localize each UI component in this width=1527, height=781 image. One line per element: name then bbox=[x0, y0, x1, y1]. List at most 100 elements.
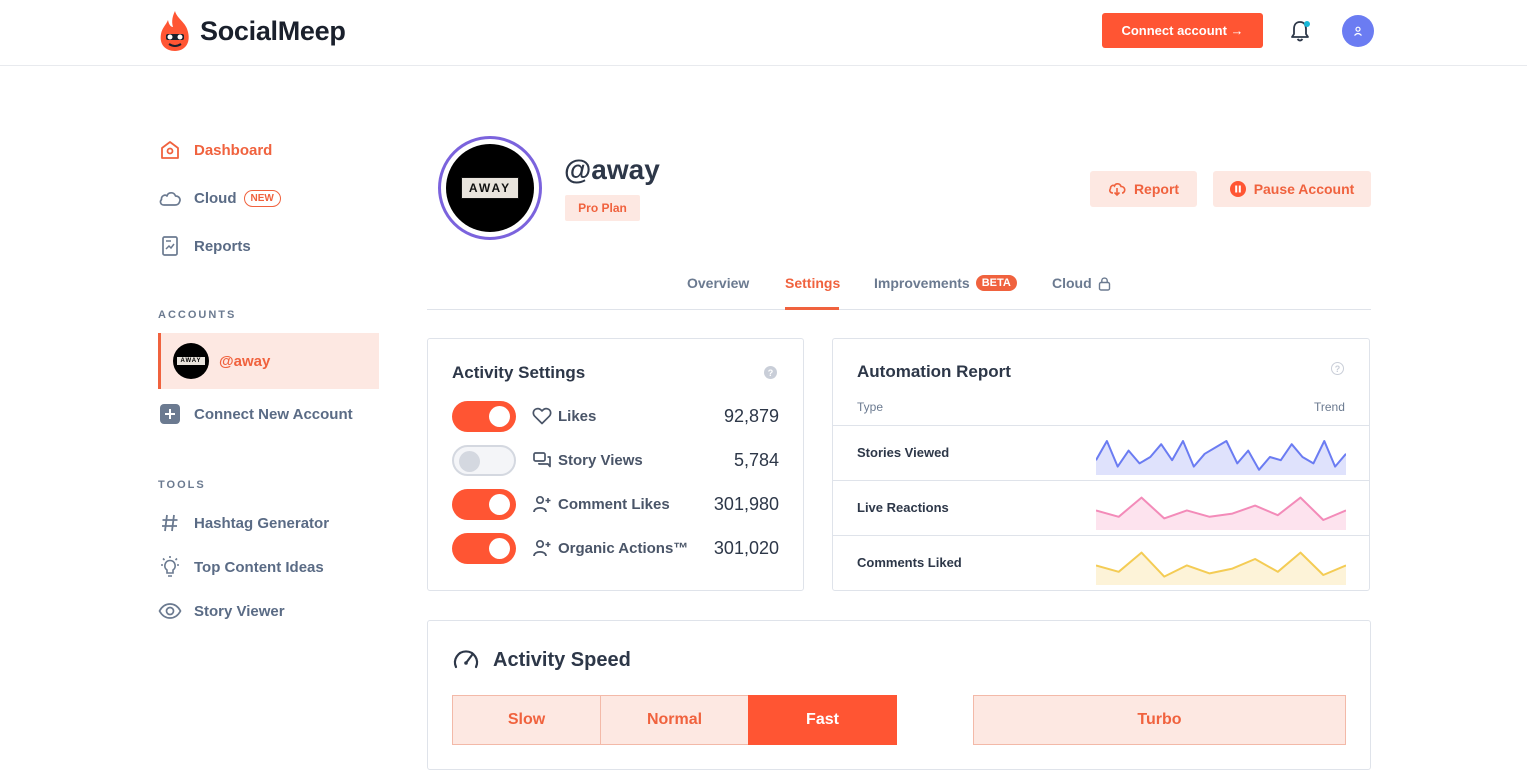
activity-label: Comment Likes bbox=[558, 495, 670, 513]
sidebar-item-label: Hashtag Generator bbox=[194, 514, 330, 532]
stories-viewed-sparkline bbox=[1096, 440, 1346, 475]
chat-icon bbox=[532, 450, 552, 470]
sidebar-item-label: Cloud bbox=[194, 189, 237, 207]
activity-count: 5,784 bbox=[733, 449, 779, 470]
automation-report-card: Automation Report ? Type Trend Stories V… bbox=[832, 338, 1370, 591]
pause-icon bbox=[1229, 181, 1246, 197]
pause-account-label: Pause Account bbox=[1253, 181, 1355, 197]
plus-square-icon bbox=[158, 402, 182, 426]
sparkline-line bbox=[1096, 440, 1346, 471]
tab-label: Settings bbox=[785, 275, 841, 291]
sidebar-account-away[interactable]: AWAY @away bbox=[158, 333, 379, 389]
brand-name: SocialMeep bbox=[200, 15, 346, 46]
activity-speed-title: Activity Speed bbox=[493, 649, 631, 671]
comment-likes-toggle[interactable] bbox=[452, 488, 516, 520]
activity-settings-title: Activity Settings bbox=[452, 363, 586, 382]
sidebar-item-story-viewer[interactable]: Story Viewer bbox=[158, 596, 285, 626]
sparkline-area bbox=[1096, 441, 1346, 475]
profile-logo-text: AWAY bbox=[460, 177, 520, 199]
help-icon[interactable]: ? bbox=[1331, 362, 1344, 375]
type-column-header: Type bbox=[857, 400, 884, 414]
user-avatar[interactable] bbox=[1342, 15, 1374, 47]
tab-improvements[interactable]: Improvements BETA bbox=[874, 272, 1017, 294]
speed-fast-button[interactable]: Fast bbox=[748, 695, 897, 745]
activity-label: Likes bbox=[558, 407, 597, 425]
tab-label: Improvements bbox=[874, 275, 970, 291]
sidebar-item-dashboard[interactable]: Dashboard bbox=[158, 135, 272, 165]
tab-overview[interactable]: Overview bbox=[687, 272, 749, 294]
automation-report-title: Automation Report bbox=[857, 362, 1011, 381]
sparkline-area bbox=[1096, 497, 1346, 530]
report-button[interactable]: Report bbox=[1090, 171, 1197, 207]
organic-actions-toggle[interactable] bbox=[452, 532, 516, 564]
tab-settings[interactable]: Settings bbox=[785, 272, 840, 294]
sidebar-item-label: Reports bbox=[194, 237, 251, 255]
sidebar-item-label: Top Content Ideas bbox=[194, 558, 324, 576]
new-badge: NEW bbox=[243, 189, 281, 207]
sidebar-item-label: Dashboard bbox=[194, 141, 273, 159]
sidebar-item-reports[interactable]: Reports bbox=[158, 231, 251, 261]
tab-label: Cloud bbox=[1052, 275, 1092, 291]
sidebar-item-hashtag-generator[interactable]: Hashtag Generator bbox=[158, 508, 329, 538]
speedometer-icon bbox=[453, 650, 479, 669]
tab-label: Overview bbox=[687, 275, 750, 291]
speed-turbo-button[interactable]: Turbo bbox=[973, 695, 1346, 745]
connect-new-account-label: Connect New Account bbox=[194, 405, 353, 423]
likes-toggle[interactable] bbox=[452, 400, 516, 432]
comments-liked-sparkline bbox=[1096, 551, 1346, 585]
report-row-label: Live Reactions bbox=[857, 500, 949, 515]
sparkline-area bbox=[1096, 552, 1346, 585]
activity-label: Organic Actions™ bbox=[558, 539, 689, 557]
report-row-label: Comments Liked bbox=[857, 555, 962, 570]
activity-count: 92,879 bbox=[723, 405, 779, 426]
tab-bar: Overview Settings Improvements BETA Clou… bbox=[427, 264, 1371, 310]
user-plus-icon bbox=[532, 494, 552, 514]
connect-account-button[interactable]: Connect account → bbox=[1102, 13, 1263, 48]
activity-row-likes: Likes 92,879 bbox=[452, 400, 779, 432]
top-header: SocialMeep Connect account → bbox=[0, 0, 1527, 66]
sparkline-line bbox=[1096, 551, 1346, 578]
sparkline-line bbox=[1096, 496, 1346, 521]
activity-speed-card: Activity Speed Slow Normal Fast Turbo bbox=[427, 620, 1371, 770]
pause-account-button[interactable]: Pause Account bbox=[1213, 171, 1371, 207]
report-row-comments-liked: Comments Liked bbox=[833, 535, 1369, 590]
tab-cloud[interactable]: Cloud bbox=[1052, 272, 1111, 294]
activity-settings-card: Activity Settings ? Likes 92,879 Story V… bbox=[427, 338, 804, 591]
trend-column-header: Trend bbox=[1314, 400, 1345, 414]
help-icon[interactable]: ? bbox=[764, 366, 777, 379]
report-icon bbox=[158, 234, 182, 258]
speed-normal-button[interactable]: Normal bbox=[600, 695, 749, 745]
sidebar-item-top-content-ideas[interactable]: Top Content Ideas bbox=[158, 552, 324, 582]
brand-logo[interactable]: SocialMeep bbox=[158, 10, 346, 52]
story-views-toggle[interactable] bbox=[452, 444, 516, 476]
account-handle: @away bbox=[219, 352, 271, 370]
report-row-stories-viewed: Stories Viewed bbox=[833, 425, 1369, 480]
eye-icon bbox=[158, 599, 182, 623]
beta-badge: BETA bbox=[975, 275, 1017, 291]
sidebar-item-cloud[interactable]: Cloud NEW bbox=[158, 183, 281, 213]
activity-count: 301,980 bbox=[713, 493, 779, 514]
live-reactions-sparkline bbox=[1096, 496, 1346, 530]
speed-slow-button[interactable]: Slow bbox=[452, 695, 601, 745]
activity-row-organic-actions: Organic Actions™ 301,020 bbox=[452, 532, 779, 564]
profile-handle: @away bbox=[564, 154, 660, 185]
flame-logo-icon bbox=[160, 11, 189, 51]
report-row-live-reactions: Live Reactions bbox=[833, 480, 1369, 535]
home-icon bbox=[158, 138, 182, 162]
lock-icon bbox=[1098, 276, 1110, 291]
activity-label: Story Views bbox=[558, 451, 643, 469]
connect-new-account-link[interactable]: Connect New Account bbox=[158, 399, 353, 429]
account-avatar: AWAY bbox=[173, 343, 209, 379]
activity-row-story-views: Story Views 5,784 bbox=[452, 444, 779, 476]
cloud-download-icon bbox=[1108, 181, 1126, 197]
activity-count: 301,020 bbox=[713, 537, 779, 558]
report-button-label: Report bbox=[1133, 181, 1180, 197]
tools-section-label: TOOLS bbox=[158, 479, 206, 491]
accounts-section-label: ACCOUNTS bbox=[158, 309, 237, 321]
profile-avatar: AWAY bbox=[438, 136, 542, 240]
hashtag-icon bbox=[158, 511, 182, 535]
bell-icon[interactable] bbox=[1289, 19, 1311, 43]
activity-row-comment-likes: Comment Likes 301,980 bbox=[452, 488, 779, 520]
user-plus-icon bbox=[532, 538, 552, 558]
cloud-icon bbox=[158, 186, 182, 210]
